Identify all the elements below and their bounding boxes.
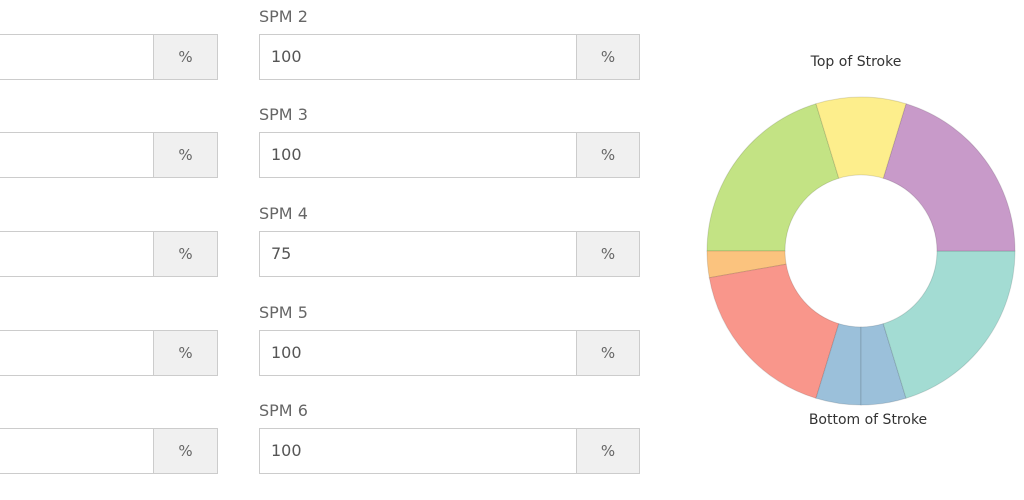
unit-addon: % (576, 428, 640, 474)
text-input[interactable]: 100 (259, 428, 577, 474)
donut-slice (815, 323, 862, 406)
unit-addon: % (576, 231, 640, 277)
donut-slice (706, 250, 787, 279)
text-input[interactable]: 100 (259, 132, 577, 178)
field-label: SPM 2 (259, 7, 308, 26)
unit-addon: % (153, 34, 218, 80)
field-label: SPM 4 (259, 204, 308, 223)
text-input[interactable]: 75 (259, 231, 577, 277)
donut-slice (860, 323, 907, 406)
unit-addon: % (576, 34, 640, 80)
text-input[interactable]: 100 (259, 34, 577, 80)
text-input[interactable] (0, 231, 155, 277)
text-input[interactable] (0, 428, 155, 474)
text-input[interactable]: 100 (259, 330, 577, 376)
field-label: SPM 5 (259, 303, 308, 322)
donut-slice (706, 103, 840, 252)
unit-addon: % (153, 231, 218, 277)
unit-addon: % (153, 428, 218, 474)
unit-addon: % (153, 330, 218, 376)
unit-addon: % (153, 132, 218, 178)
field-label: SPM 3 (259, 105, 308, 124)
donut-slice (882, 103, 1016, 252)
field-label: SPM 6 (259, 401, 308, 420)
bottom-label: Bottom of Stroke (809, 412, 927, 428)
donut-slice (882, 250, 1016, 399)
donut-slice (708, 263, 840, 399)
unit-addon: % (576, 132, 640, 178)
donut-slice (815, 96, 907, 179)
text-input[interactable] (0, 34, 155, 80)
unit-addon: % (576, 330, 640, 376)
top-label: Top of Stroke (810, 54, 902, 70)
